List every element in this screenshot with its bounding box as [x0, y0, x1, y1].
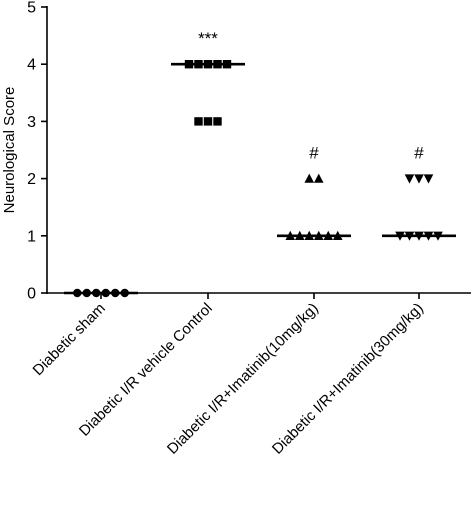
- y-tick-label: 1: [27, 228, 36, 245]
- y-axis-label: Neurological Score: [1, 87, 18, 214]
- data-point: [101, 288, 110, 298]
- y-tick-label: 3: [27, 114, 36, 131]
- y-tick-label: 0: [27, 286, 36, 303]
- data-point: [213, 117, 222, 126]
- data-point: [404, 174, 415, 184]
- data-point: [285, 230, 296, 240]
- data-point: [414, 174, 424, 184]
- x-tick-label: Diabetic sham: [30, 300, 109, 379]
- y-axis: 0 1 2 3 4 5: [27, 0, 48, 303]
- data-point: [222, 60, 232, 69]
- y-tick-label: 4: [27, 57, 36, 74]
- data-point: [213, 60, 222, 69]
- data-point: [120, 288, 129, 298]
- data-point: [294, 230, 305, 240]
- data-point: [92, 288, 101, 298]
- data-point: [313, 173, 324, 183]
- data-point: [433, 231, 443, 241]
- data-point: [184, 60, 194, 69]
- median-lines: [64, 62, 456, 295]
- data-point: [111, 288, 120, 298]
- significance-marker: #: [309, 144, 319, 163]
- data-point: [203, 60, 213, 69]
- significance-marker: #: [414, 144, 424, 163]
- data-point: [304, 230, 315, 240]
- data-point: [423, 174, 434, 184]
- data-point: [82, 288, 91, 298]
- data-point: [313, 230, 324, 240]
- significance-annotations: *** # #: [198, 29, 424, 162]
- data-point: [203, 117, 213, 126]
- data-point: [304, 173, 315, 183]
- significance-marker: ***: [198, 29, 218, 48]
- data-point: [395, 231, 405, 241]
- data-point: [194, 117, 203, 126]
- data-point: [414, 231, 424, 241]
- data-point: [404, 231, 415, 241]
- data-point: [73, 288, 82, 298]
- data-point: [332, 230, 343, 240]
- y-tick-label: 5: [27, 0, 36, 17]
- data-point: [323, 230, 334, 240]
- data-point: [194, 60, 203, 69]
- y-tick-label: 2: [27, 171, 36, 188]
- data-points: [73, 60, 443, 298]
- data-point: [423, 231, 434, 241]
